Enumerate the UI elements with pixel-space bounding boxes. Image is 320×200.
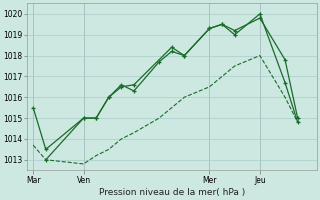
X-axis label: Pression niveau de la mer( hPa ): Pression niveau de la mer( hPa ) xyxy=(99,188,245,197)
